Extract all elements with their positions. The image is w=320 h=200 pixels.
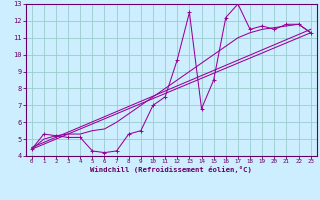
X-axis label: Windchill (Refroidissement éolien,°C): Windchill (Refroidissement éolien,°C) — [90, 166, 252, 173]
